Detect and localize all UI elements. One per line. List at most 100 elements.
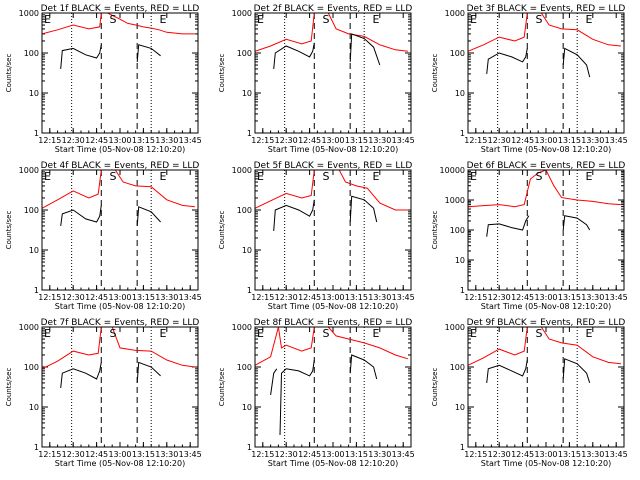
y-tick-label: 1 (34, 129, 39, 138)
x-tick-label: 13:00 (108, 293, 131, 302)
x-tick-label: 12:45 (511, 450, 534, 459)
x-tick-label: 13:15 (345, 450, 368, 459)
y-tick-label: 10 (29, 246, 39, 255)
events-series-line (60, 205, 102, 226)
event-marker-label: S (323, 327, 330, 340)
detector-panel: Det 2f BLACK = Events, RED = LLD Counts/s… (218, 4, 415, 154)
x-tick-label: 13:30 (581, 136, 604, 145)
x-tick-label: 13:45 (179, 450, 202, 459)
x-tick-label: 12:45 (298, 136, 321, 145)
y-axis-label: Counts/sec (431, 368, 439, 407)
event-marker-label: E (585, 13, 592, 26)
lld-series-line (468, 170, 621, 208)
events-series-line (562, 215, 591, 231)
event-marker-label: S (110, 13, 117, 26)
plot-frame (41, 326, 199, 448)
y-tick-label: 1000 (19, 166, 39, 175)
y-tick-label: 1000 (445, 323, 465, 332)
event-marker-label: S (323, 13, 330, 26)
events-series-line (349, 354, 378, 380)
detector-panel: Det 4f BLACK = Events, RED = LLD Counts/s… (5, 161, 202, 311)
x-tick-label: 13:45 (605, 136, 628, 145)
panel-title: Det 3f BLACK = Events, RED = LLD (467, 4, 626, 14)
y-tick-label: 1000 (19, 9, 39, 18)
x-tick-label: 12:15 (38, 293, 61, 302)
event-marker-label: E (470, 327, 477, 340)
events-series-line (273, 199, 315, 231)
x-tick-label: 13:45 (392, 293, 415, 302)
y-tick-label: 1000 (445, 196, 465, 205)
y-tick-label: 10 (455, 403, 465, 412)
y-tick-label: 100 (237, 363, 252, 372)
x-tick-label: 12:45 (85, 136, 108, 145)
event-marker-label: S (536, 13, 543, 26)
events-series-line (486, 215, 530, 237)
y-tick-label: 10 (29, 89, 39, 98)
y-tick-label: 1 (247, 129, 252, 138)
x-axis-label: Start Time (05-Nov-08 12:10:20) (55, 459, 185, 468)
y-axis-label: Counts/sec (431, 211, 439, 250)
x-tick-label: 13:45 (605, 293, 628, 302)
x-tick-label: 13:30 (155, 136, 178, 145)
lld-series-line (42, 170, 195, 209)
x-tick-label: 12:15 (464, 136, 487, 145)
x-tick-label: 12:45 (511, 293, 534, 302)
events-series-line (486, 359, 528, 383)
x-tick-label: 13:15 (132, 136, 155, 145)
event-marker-label: E (372, 327, 379, 340)
y-tick-label: 10000 (440, 166, 465, 175)
panel-title: Det 9f BLACK = Events, RED = LLD (467, 318, 626, 328)
events-series-line (136, 44, 161, 62)
y-tick-label: 10 (242, 89, 252, 98)
y-tick-label: 10 (242, 403, 252, 412)
x-tick-label: 12:30 (62, 136, 85, 145)
lld-series-line (42, 13, 195, 35)
detector-panel: Det 7f BLACK = Events, RED = LLD Counts/s… (5, 318, 202, 468)
y-tick-label: 1000 (232, 166, 252, 175)
y-axis-label: Counts/sec (218, 54, 226, 93)
event-marker-label: E (585, 327, 592, 340)
event-marker-label: E (44, 327, 51, 340)
x-tick-label: 13:15 (558, 450, 581, 459)
x-tick-label: 12:15 (251, 450, 274, 459)
x-tick-label: 13:00 (108, 136, 131, 145)
y-tick-label: 1 (247, 286, 252, 295)
y-tick-label: 1000 (445, 9, 465, 18)
x-axis-label: Start Time (05-Nov-08 12:10:20) (268, 145, 398, 154)
detector-panel: Det 8f BLACK = Events, RED = LLD Counts/s… (218, 318, 415, 468)
x-tick-label: 13:00 (534, 450, 557, 459)
events-series-line (486, 48, 528, 74)
x-tick-label: 12:15 (38, 136, 61, 145)
x-tick-label: 12:45 (298, 293, 321, 302)
panel-title: Det 8f BLACK = Events, RED = LLD (254, 318, 413, 328)
y-axis-label: Counts/sec (5, 54, 13, 93)
y-axis-label: Counts/sec (218, 368, 226, 407)
x-tick-label: 12:30 (488, 293, 511, 302)
y-axis-label: Counts/sec (431, 54, 439, 93)
x-tick-label: 13:00 (534, 136, 557, 145)
y-tick-label: 100 (24, 49, 39, 58)
y-tick-label: 100 (450, 363, 465, 372)
y-tick-label: 1 (460, 129, 465, 138)
panel-title: Det 7f BLACK = Events, RED = LLD (41, 318, 200, 328)
events-series-line (136, 206, 161, 226)
y-tick-label: 1000 (232, 323, 252, 332)
event-marker-label: E (257, 13, 264, 26)
x-tick-label: 12:45 (298, 450, 321, 459)
event-marker-label: S (110, 327, 117, 340)
x-axis-label: Start Time (05-Nov-08 12:10:20) (55, 302, 185, 311)
events-series-line (562, 358, 591, 384)
event-marker-label: E (159, 170, 166, 183)
x-tick-label: 12:15 (464, 293, 487, 302)
x-tick-label: 13:00 (534, 293, 557, 302)
x-tick-label: 12:30 (275, 293, 298, 302)
x-tick-label: 12:30 (275, 450, 298, 459)
event-marker-label: E (372, 13, 379, 26)
x-axis-label: Start Time (05-Nov-08 12:10:20) (268, 459, 398, 468)
y-tick-label: 100 (450, 226, 465, 235)
detector-panel: Det 6f BLACK = Events, RED = LLD Counts/s… (431, 161, 628, 311)
event-marker-label: E (470, 13, 477, 26)
x-tick-label: 13:30 (368, 293, 391, 302)
detector-panel: Det 1f BLACK = Events, RED = LLD Counts/s… (5, 4, 202, 154)
